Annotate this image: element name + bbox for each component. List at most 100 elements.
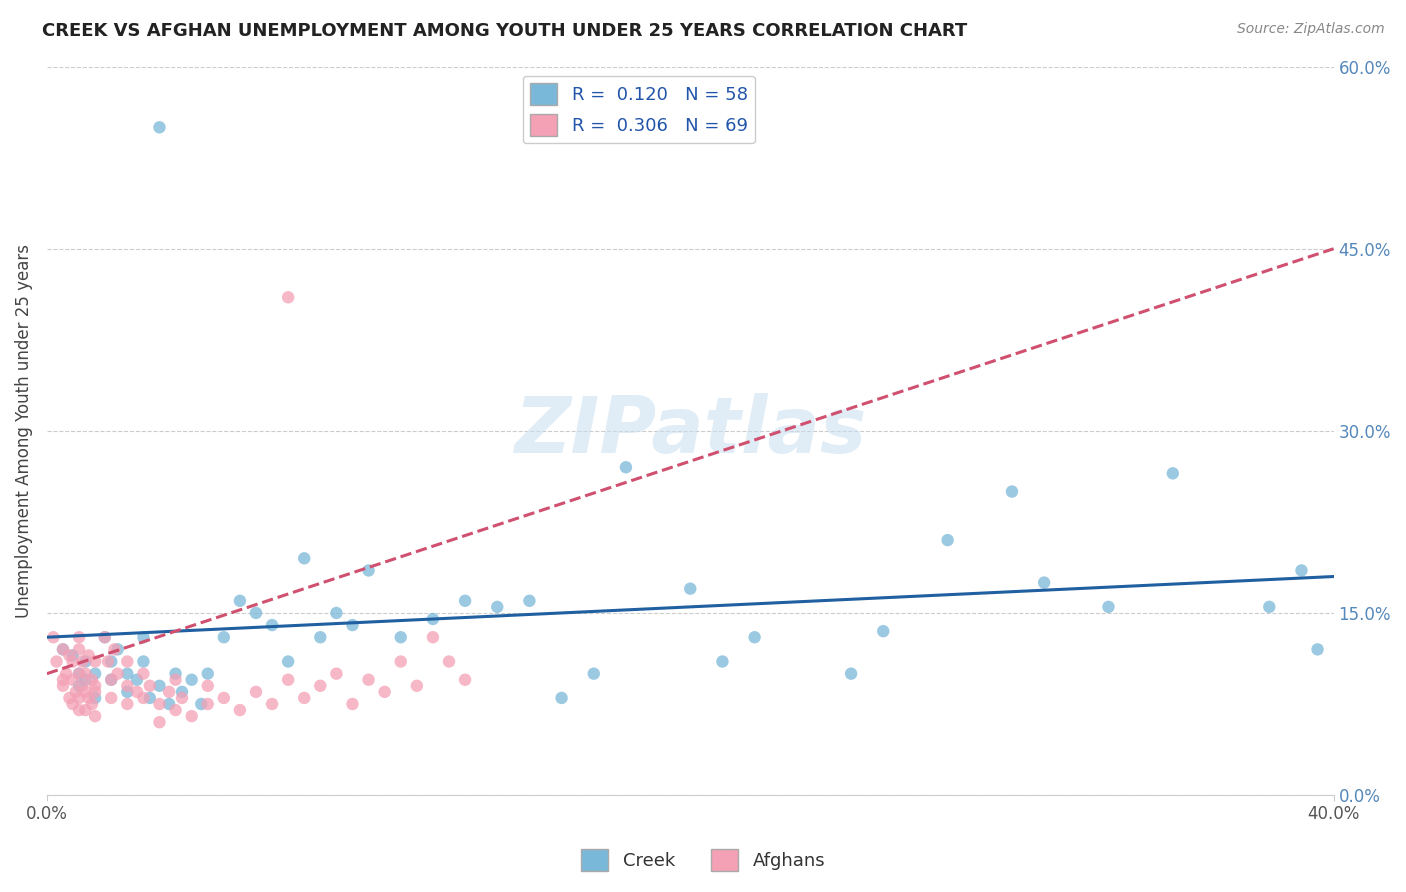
- Point: [454, 673, 477, 687]
- Point: [357, 673, 380, 687]
- Point: [180, 673, 202, 687]
- Point: [107, 666, 129, 681]
- Point: [67, 642, 90, 657]
- Point: [132, 655, 155, 669]
- Y-axis label: Unemployment Among Youth under 25 years: Unemployment Among Youth under 25 years: [15, 244, 32, 618]
- Point: [67, 690, 90, 705]
- Point: [1001, 484, 1024, 499]
- Point: [77, 648, 100, 663]
- Point: [245, 685, 267, 699]
- Point: [212, 690, 235, 705]
- Point: [936, 533, 959, 547]
- Point: [62, 697, 84, 711]
- Point: [100, 690, 122, 705]
- Point: [614, 460, 637, 475]
- Point: [357, 564, 380, 578]
- Point: [45, 655, 67, 669]
- Point: [58, 690, 80, 705]
- Point: [125, 685, 148, 699]
- Point: [107, 642, 129, 657]
- Point: [262, 618, 284, 632]
- Point: [309, 679, 332, 693]
- Point: [117, 666, 139, 681]
- Point: [148, 715, 170, 730]
- Point: [84, 655, 107, 669]
- Point: [325, 666, 347, 681]
- Point: [197, 697, 219, 711]
- Point: [1097, 599, 1119, 614]
- Point: [132, 666, 155, 681]
- Point: [342, 618, 364, 632]
- Point: [148, 120, 170, 135]
- Point: [75, 673, 97, 687]
- Point: [277, 673, 299, 687]
- Point: [72, 679, 94, 693]
- Point: [277, 290, 299, 304]
- Point: [422, 630, 444, 644]
- Point: [84, 690, 107, 705]
- Point: [84, 709, 107, 723]
- Text: CREEK VS AFGHAN UNEMPLOYMENT AMONG YOUTH UNDER 25 YEARS CORRELATION CHART: CREEK VS AFGHAN UNEMPLOYMENT AMONG YOUTH…: [42, 22, 967, 40]
- Point: [180, 709, 202, 723]
- Point: [75, 703, 97, 717]
- Point: [84, 685, 107, 699]
- Point: [52, 679, 75, 693]
- Point: [170, 685, 193, 699]
- Point: [67, 666, 90, 681]
- Point: [52, 642, 75, 657]
- Point: [75, 685, 97, 699]
- Point: [519, 594, 541, 608]
- Point: [229, 703, 252, 717]
- Point: [58, 648, 80, 663]
- Point: [72, 655, 94, 669]
- Point: [117, 697, 139, 711]
- Point: [711, 655, 734, 669]
- Point: [229, 594, 252, 608]
- Point: [117, 679, 139, 693]
- Point: [125, 673, 148, 687]
- Point: [486, 599, 509, 614]
- Point: [42, 630, 65, 644]
- Point: [245, 606, 267, 620]
- Point: [94, 630, 117, 644]
- Point: [148, 679, 170, 693]
- Point: [52, 642, 75, 657]
- Point: [62, 648, 84, 663]
- Point: [139, 690, 162, 705]
- Point: [84, 666, 107, 681]
- Point: [839, 666, 862, 681]
- Point: [157, 685, 180, 699]
- Point: [389, 630, 412, 644]
- Point: [1291, 564, 1313, 578]
- Point: [422, 612, 444, 626]
- Point: [262, 697, 284, 711]
- Point: [77, 690, 100, 705]
- Point: [292, 551, 315, 566]
- Point: [342, 697, 364, 711]
- Point: [1033, 575, 1056, 590]
- Point: [100, 673, 122, 687]
- Point: [165, 673, 187, 687]
- Point: [100, 655, 122, 669]
- Point: [80, 673, 103, 687]
- Point: [148, 697, 170, 711]
- Point: [67, 679, 90, 693]
- Point: [1258, 599, 1281, 614]
- Point: [165, 666, 187, 681]
- Point: [170, 690, 193, 705]
- Point: [62, 655, 84, 669]
- Point: [1161, 467, 1184, 481]
- Point: [277, 655, 299, 669]
- Point: [679, 582, 702, 596]
- Point: [67, 630, 90, 644]
- Point: [132, 690, 155, 705]
- Point: [437, 655, 460, 669]
- Point: [190, 697, 212, 711]
- Text: Source: ZipAtlas.com: Source: ZipAtlas.com: [1237, 22, 1385, 37]
- Point: [744, 630, 766, 644]
- Point: [103, 642, 125, 657]
- Point: [389, 655, 412, 669]
- Point: [550, 690, 572, 705]
- Point: [132, 630, 155, 644]
- Point: [100, 673, 122, 687]
